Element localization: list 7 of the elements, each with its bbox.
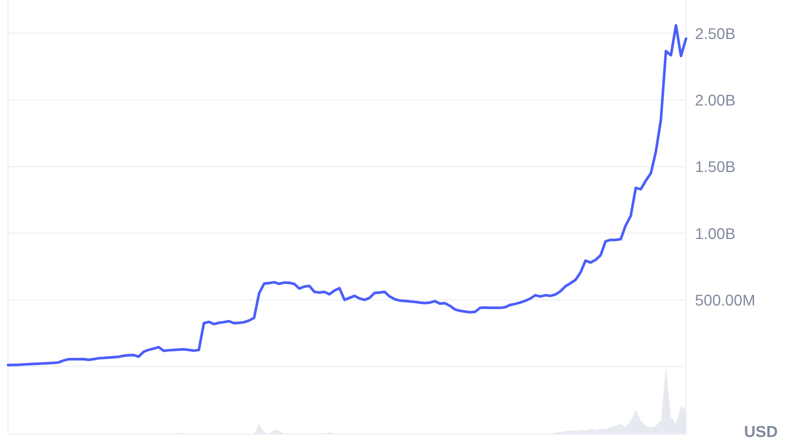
y-tick-label: 1.50B (695, 159, 736, 176)
y-tick-label: 500.00M (695, 292, 756, 310)
line-series (6, 24, 688, 366)
y-tick-label: 1.00B (695, 226, 736, 243)
y-tick-label: 2.50B (695, 26, 736, 43)
y-tick-label: 2.00B (695, 92, 736, 110)
y-axis-title: USD (744, 424, 778, 441)
